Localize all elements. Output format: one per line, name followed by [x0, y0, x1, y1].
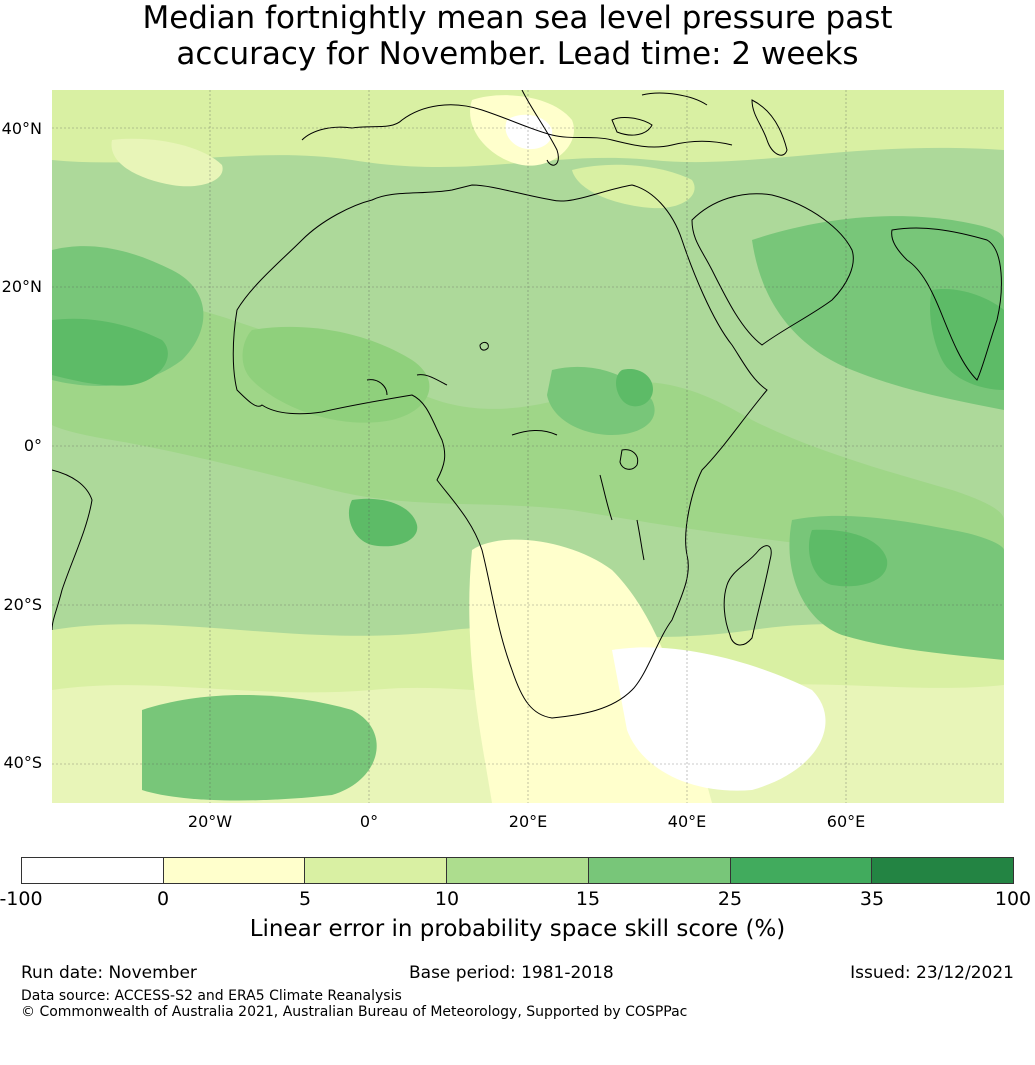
lat-label-40n: 40°N: [1, 119, 42, 138]
colorbar-segment: [163, 858, 306, 883]
colorbar-segment: [447, 858, 589, 883]
colorbar-tick: -100: [0, 888, 43, 910]
lon-label-40e: 40°E: [667, 812, 707, 831]
map-canvas: [52, 90, 1004, 803]
copyright: © Commonwealth of Australia 2021, Austra…: [21, 1004, 688, 1020]
lat-label-20n: 20°N: [1, 277, 42, 296]
skill-score-map: [52, 90, 1004, 803]
colorbar-segment: [730, 858, 873, 883]
colorbar-tick: 100: [994, 888, 1032, 910]
colorbar-tick: 35: [859, 888, 885, 910]
colorbar-tick: 5: [298, 888, 312, 910]
lon-label-60e: 60°E: [826, 812, 866, 831]
colorbar: [21, 857, 1014, 884]
lat-label-20s: 20°S: [3, 595, 42, 614]
map-title-line1: Median fortnightly mean sea level pressu…: [142, 0, 893, 36]
colorbar-tick: 0: [156, 888, 170, 910]
skill-field-background: [52, 90, 1004, 803]
colorbar-label: Linear error in probability space skill …: [249, 916, 786, 942]
colorbar-tick: 10: [434, 888, 460, 910]
colorbar-segment: [588, 858, 731, 883]
lat-label-40s: 40°S: [3, 753, 42, 772]
colorbar-tick: 25: [717, 888, 743, 910]
coastlines: [52, 90, 1002, 719]
lon-label-20w: 20°W: [187, 812, 233, 831]
colorbar-segment: [872, 858, 1014, 883]
lat-label-0: 0°: [23, 436, 42, 455]
map-title-line2: accuracy for November. Lead time: 2 week…: [176, 36, 859, 72]
colorbar-segment: [305, 858, 448, 883]
lon-label-20e: 20°E: [508, 812, 548, 831]
colorbar-segment: [22, 858, 164, 883]
run-date: Run date: November: [21, 963, 197, 983]
issued-date: Issued: 23/12/2021: [850, 963, 1014, 983]
data-source: Data source: ACCESS-S2 and ERA5 Climate …: [21, 988, 402, 1004]
lon-label-0: 0°: [359, 812, 379, 831]
gridlines: [52, 90, 1004, 803]
colorbar-tick: 15: [575, 888, 601, 910]
base-period: Base period: 1981-2018: [409, 963, 614, 983]
